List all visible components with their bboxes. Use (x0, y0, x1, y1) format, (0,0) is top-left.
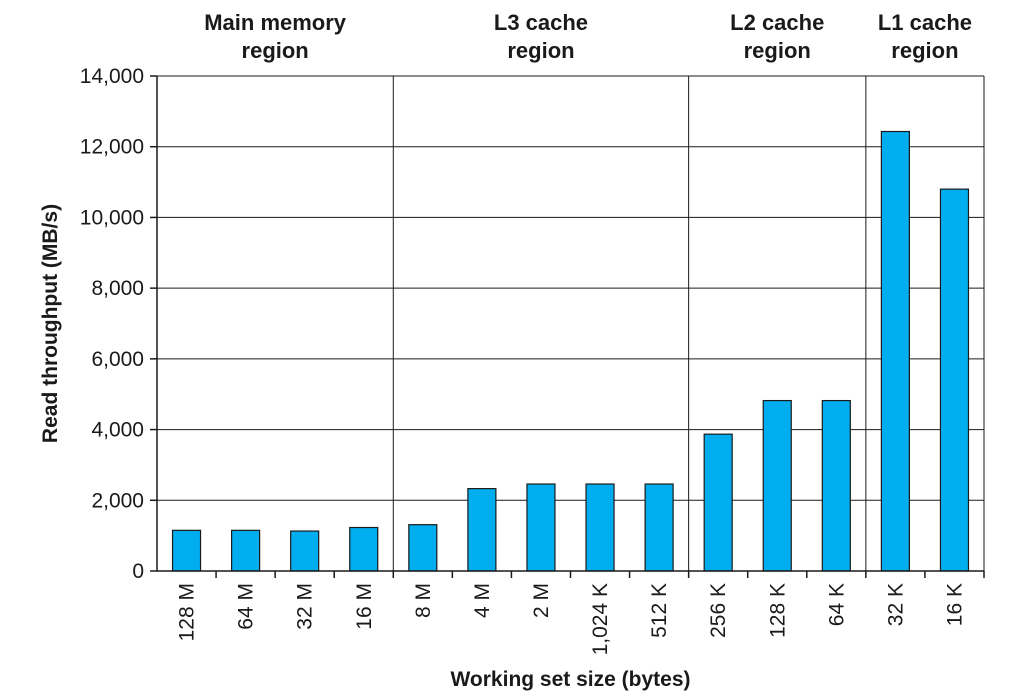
x-tick-label: 256 K (707, 583, 730, 638)
region-label-line1: L1 cache (878, 10, 972, 35)
bar (939, 188, 970, 572)
region-label-line2: region (507, 38, 574, 63)
x-tick-label: 512 K (648, 583, 671, 638)
gridlines (157, 75, 984, 501)
y-tick-label: 14,000 (80, 65, 144, 88)
bar (585, 483, 615, 572)
region-label-line2: region (242, 38, 309, 63)
x-tick-label: 4 M (471, 583, 494, 618)
region-label-line2: region (891, 38, 958, 63)
x-tick-label: 16 M (353, 583, 376, 630)
bar (408, 524, 438, 572)
x-tick-label: 128 K (766, 583, 789, 638)
x-tick-label: 32 K (884, 583, 907, 626)
region-label: L3 cache region (494, 10, 588, 63)
region-dividers (392, 76, 867, 571)
bar (467, 488, 497, 572)
x-tick-label: 8 M (412, 583, 435, 618)
y-tick-label: 12,000 (80, 136, 144, 159)
x-tick-label: 32 M (294, 583, 317, 630)
region-label-line1: L2 cache (730, 10, 824, 35)
region-label: L2 cache region (730, 10, 824, 63)
bar (821, 399, 851, 572)
x-tick-label: 64 K (825, 583, 848, 626)
bar (231, 529, 261, 572)
y-axis-title: Read throughput (MB/s) (39, 204, 62, 443)
y-tick-labels: 0 2,000 4,000 6,000 8,000 10,000 12,000 14,000 (80, 65, 144, 583)
bar (171, 529, 202, 572)
x-tick-label: 128 M (176, 583, 199, 641)
bar (703, 433, 733, 572)
region-labels: Main memory region L3 cache region L2 cache r… (204, 10, 972, 63)
x-tick-label: 2 M (530, 583, 553, 618)
bar (880, 130, 910, 572)
x-tick-label: 1,024 K (589, 583, 612, 655)
region-label-line1: Main memory (204, 10, 347, 35)
region-label: L1 cache region (878, 10, 972, 63)
y-tick-label: 6,000 (91, 348, 144, 371)
y-tick-label: 8,000 (91, 277, 144, 300)
bar (526, 483, 556, 572)
x-tick-label: 64 M (235, 583, 258, 630)
x-axis-title: Working set size (bytes) (450, 668, 690, 691)
x-tick-labels: 128 M 64 M 32 M 16 M 8 M 4 M 2 M 1,024 K 512 K 25… (176, 583, 967, 655)
y-tick-label: 10,000 (80, 206, 144, 229)
axes (150, 75, 985, 578)
bars (171, 130, 970, 572)
region-label: Main memory region (204, 10, 347, 63)
region-label-line1: L3 cache (494, 10, 588, 35)
y-tick-label: 4,000 (91, 419, 144, 442)
bar (349, 526, 379, 572)
y-tick-label: 0 (132, 560, 144, 583)
bar (762, 399, 792, 572)
bar (644, 483, 674, 572)
bar (290, 530, 320, 572)
y-tick-label: 2,000 (91, 489, 144, 512)
region-label-line2: region (744, 38, 811, 63)
x-tick-label: 16 K (943, 583, 966, 626)
